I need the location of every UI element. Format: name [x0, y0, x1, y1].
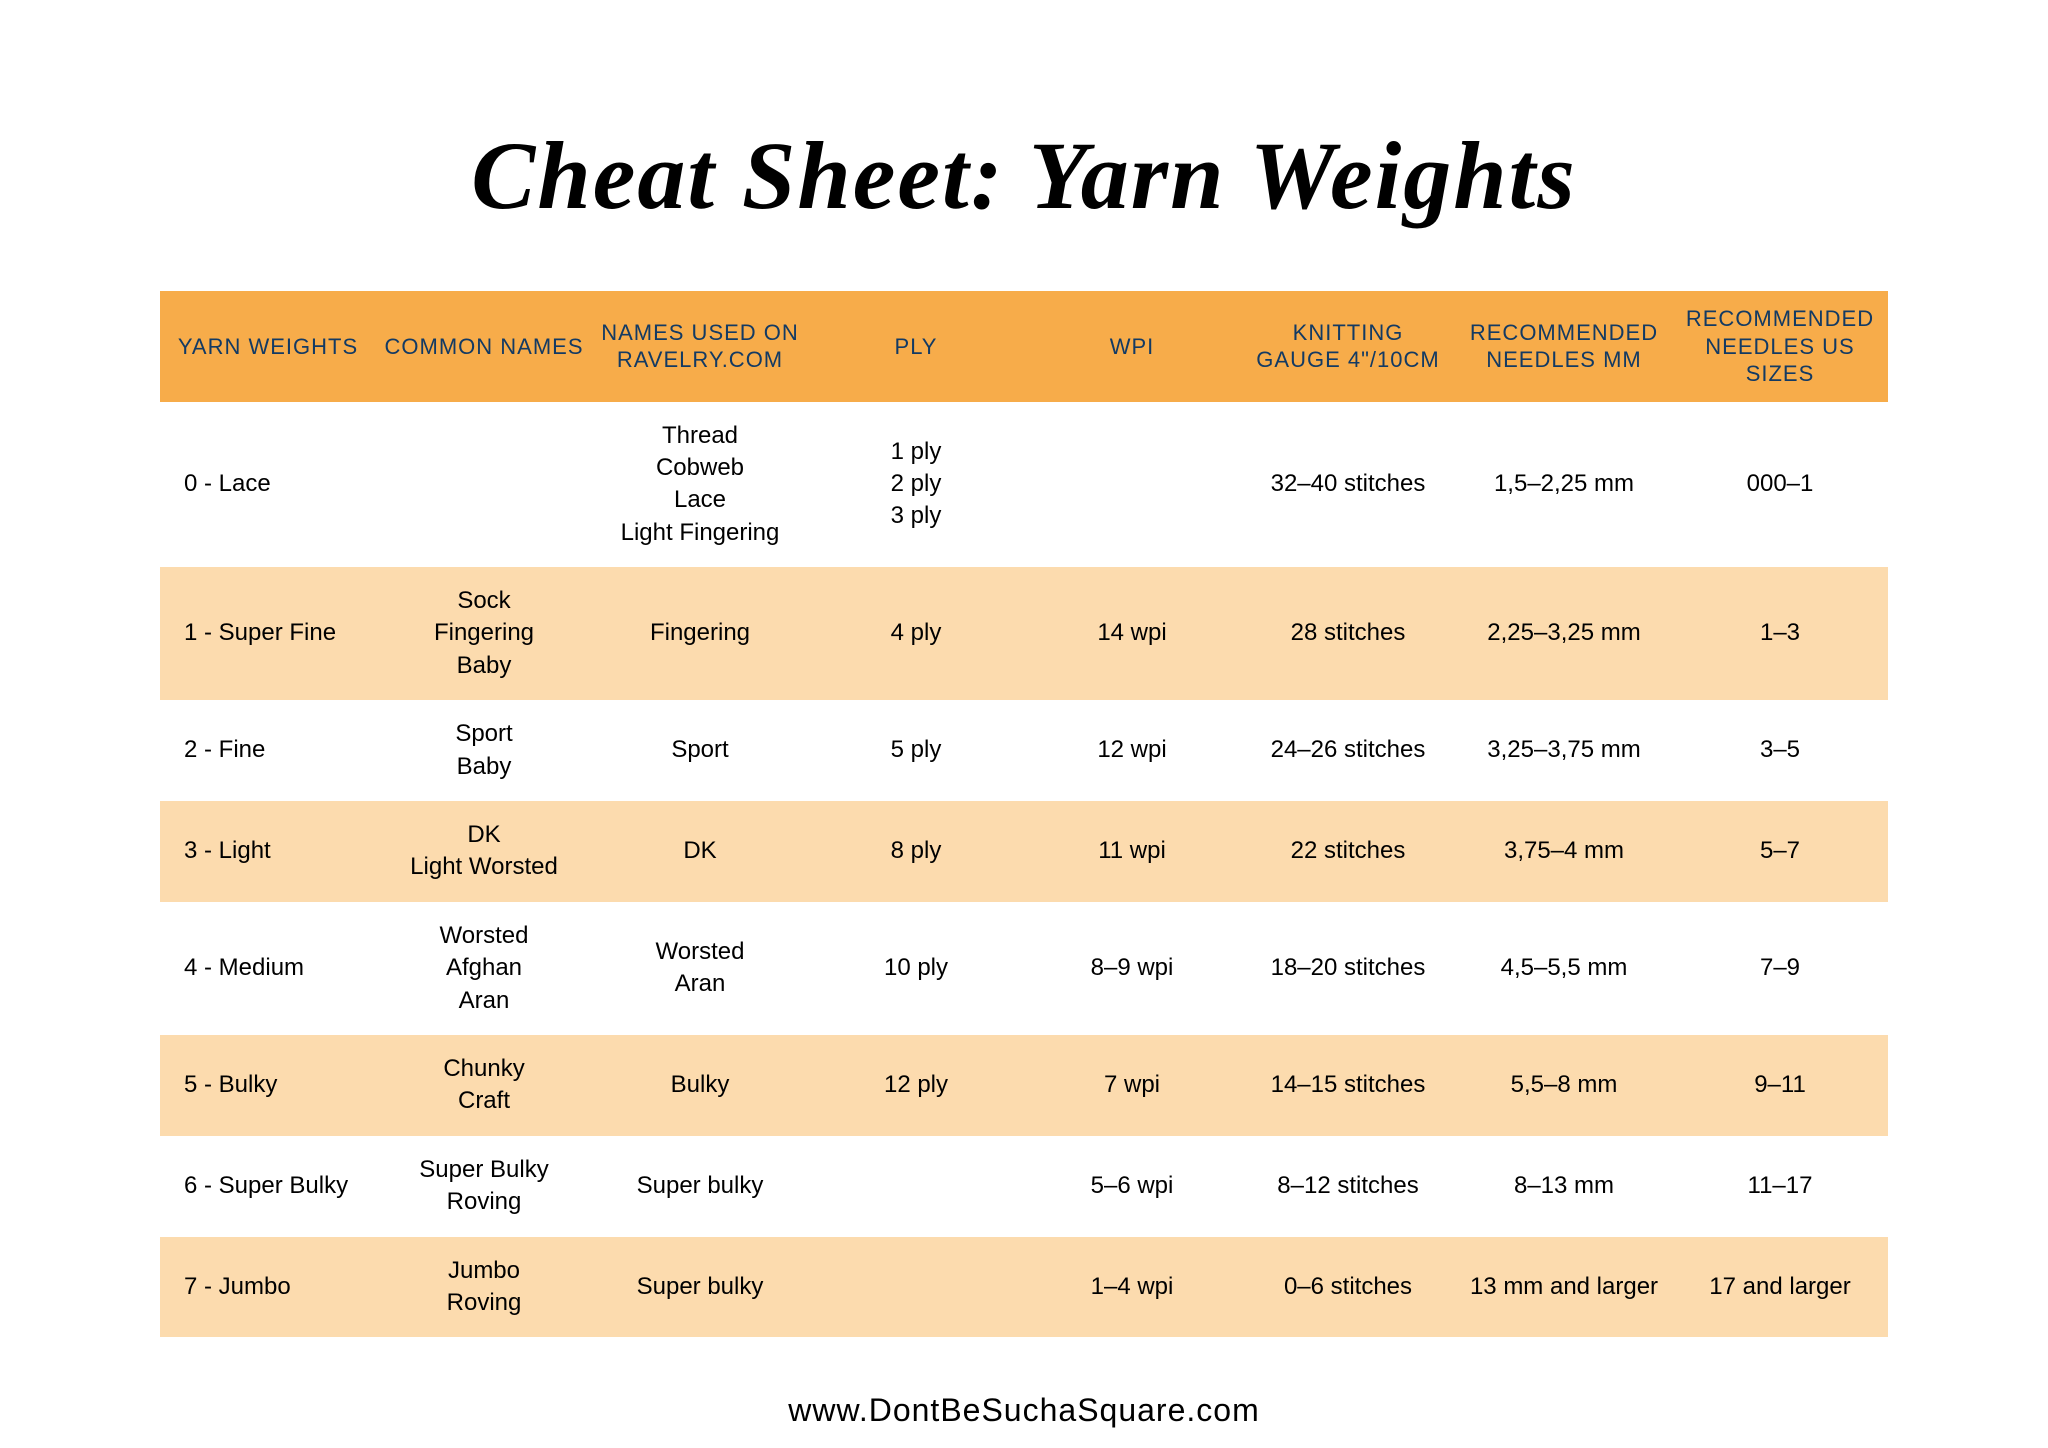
table-cell: 2 - Fine: [160, 700, 376, 801]
table-cell: 8 ply: [808, 801, 1024, 902]
table-cell: 5–7: [1672, 801, 1888, 902]
table-cell: Fingering: [592, 567, 808, 700]
table-cell: Super bulky: [592, 1237, 808, 1338]
table-cell: 14 wpi: [1024, 567, 1240, 700]
table-cell: 5 - Bulky: [160, 1035, 376, 1136]
table-cell: 3–5: [1672, 700, 1888, 801]
table-cell: 000–1: [1672, 402, 1888, 568]
col-common-names: common names: [376, 291, 592, 402]
table-cell: Super Bulky Roving: [376, 1136, 592, 1237]
table-cell: 1 - Super Fine: [160, 567, 376, 700]
table-cell: 28 stitches: [1240, 567, 1456, 700]
table-body: 0 - Lace Thread Cobweb Lace Light Fingeri…: [160, 402, 1888, 1338]
table-row: 4 - MediumWorsted Afghan AranWorsted Ara…: [160, 902, 1888, 1035]
table-cell: [376, 402, 592, 568]
table-cell: 8–13 mm: [1456, 1136, 1672, 1237]
table-cell: 10 ply: [808, 902, 1024, 1035]
header-row: yarn weights common names names used on …: [160, 291, 1888, 402]
table-cell: 24–26 stitches: [1240, 700, 1456, 801]
table-row: 7 - JumboJumbo RovingSuper bulky 1–4 wpi0…: [160, 1237, 1888, 1338]
col-needles-mm: recommended needles mm: [1456, 291, 1672, 402]
col-needles-us: recommended needles US sizes: [1672, 291, 1888, 402]
table-cell: Worsted Afghan Aran: [376, 902, 592, 1035]
table-cell: 6 - Super Bulky: [160, 1136, 376, 1237]
table-cell: 0 - Lace: [160, 402, 376, 568]
table-cell: 5 ply: [808, 700, 1024, 801]
table-cell: [808, 1136, 1024, 1237]
table-cell: Bulky: [592, 1035, 808, 1136]
table-cell: 17 and larger: [1672, 1237, 1888, 1338]
table-cell: 14–15 stitches: [1240, 1035, 1456, 1136]
table-cell: DK Light Worsted: [376, 801, 592, 902]
table-cell: 13 mm and larger: [1456, 1237, 1672, 1338]
table-cell: Worsted Aran: [592, 902, 808, 1035]
table-cell: 1,5–2,25 mm: [1456, 402, 1672, 568]
table-cell: 12 wpi: [1024, 700, 1240, 801]
col-ravelry-names: names used on ravelry.com: [592, 291, 808, 402]
table-cell: [1024, 402, 1240, 568]
table-cell: 3 - Light: [160, 801, 376, 902]
table-cell: 7 - Jumbo: [160, 1237, 376, 1338]
table-cell: 4,5–5,5 mm: [1456, 902, 1672, 1035]
table-cell: 8–12 stitches: [1240, 1136, 1456, 1237]
col-gauge: knitting gauge 4"/10cm: [1240, 291, 1456, 402]
table-header: yarn weights common names names used on …: [160, 291, 1888, 402]
table-cell: Sock Fingering Baby: [376, 567, 592, 700]
table-cell: Thread Cobweb Lace Light Fingering: [592, 402, 808, 568]
yarn-weights-table: yarn weights common names names used on …: [160, 291, 1888, 1337]
table-cell: 12 ply: [808, 1035, 1024, 1136]
table-cell: 1 ply 2 ply 3 ply: [808, 402, 1024, 568]
table-cell: 7 wpi: [1024, 1035, 1240, 1136]
table-cell: 9–11: [1672, 1035, 1888, 1136]
table-row: 5 - BulkyChunky CraftBulky12 ply7 wpi14–…: [160, 1035, 1888, 1136]
table-cell: 32–40 stitches: [1240, 402, 1456, 568]
table-cell: 2,25–3,25 mm: [1456, 567, 1672, 700]
table-cell: 11–17: [1672, 1136, 1888, 1237]
table-cell: 4 ply: [808, 567, 1024, 700]
col-wpi: wpi: [1024, 291, 1240, 402]
table-cell: [808, 1237, 1024, 1338]
table-row: 6 - Super BulkySuper Bulky RovingSuper b…: [160, 1136, 1888, 1237]
page-title: Cheat Sheet: Yarn Weights: [160, 120, 1888, 231]
table-row: 1 - Super FineSock Fingering BabyFingeri…: [160, 567, 1888, 700]
table-cell: 3,75–4 mm: [1456, 801, 1672, 902]
table-cell: 7–9: [1672, 902, 1888, 1035]
table-cell: 1–3: [1672, 567, 1888, 700]
table-cell: Jumbo Roving: [376, 1237, 592, 1338]
table-cell: 0–6 stitches: [1240, 1237, 1456, 1338]
cheat-sheet-page: Cheat Sheet: Yarn Weights yarn weights c…: [0, 0, 2048, 1448]
table-cell: Chunky Craft: [376, 1035, 592, 1136]
table-cell: 18–20 stitches: [1240, 902, 1456, 1035]
table-cell: Sport: [592, 700, 808, 801]
table-cell: 5,5–8 mm: [1456, 1035, 1672, 1136]
table-cell: Sport Baby: [376, 700, 592, 801]
table-cell: DK: [592, 801, 808, 902]
col-ply: ply: [808, 291, 1024, 402]
table-cell: 11 wpi: [1024, 801, 1240, 902]
table-cell: 22 stitches: [1240, 801, 1456, 902]
table-cell: 1–4 wpi: [1024, 1237, 1240, 1338]
footer-url: www.DontBeSuchaSquare.com: [160, 1392, 1888, 1429]
col-yarn-weights: yarn weights: [160, 291, 376, 402]
table-row: 2 - FineSport BabySport5 ply12 wpi24–26 …: [160, 700, 1888, 801]
table-cell: 3,25–3,75 mm: [1456, 700, 1672, 801]
table-row: 3 - LightDK Light WorstedDK8 ply11 wpi22…: [160, 801, 1888, 902]
table-cell: Super bulky: [592, 1136, 808, 1237]
table-cell: 4 - Medium: [160, 902, 376, 1035]
table-cell: 5–6 wpi: [1024, 1136, 1240, 1237]
table-row: 0 - Lace Thread Cobweb Lace Light Fingeri…: [160, 402, 1888, 568]
table-cell: 8–9 wpi: [1024, 902, 1240, 1035]
